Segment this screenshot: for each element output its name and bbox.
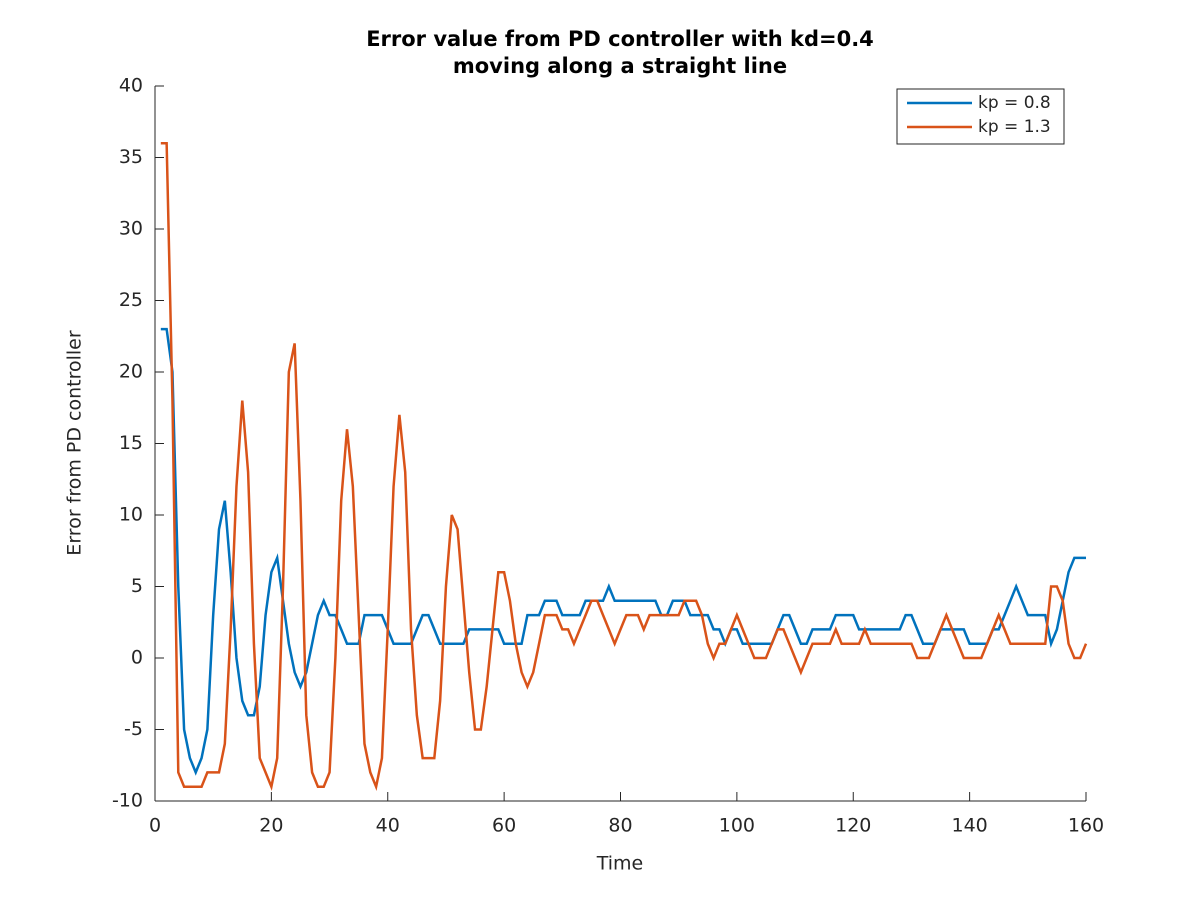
- x-tick-label: 0: [149, 815, 161, 837]
- legend-label: kp = 1.3: [978, 117, 1051, 137]
- x-tick-label: 120: [835, 815, 871, 837]
- x-tick-label: 60: [492, 815, 516, 837]
- y-tick-label: 20: [119, 361, 143, 383]
- y-tick-label: 40: [119, 75, 143, 97]
- x-tick-label: 160: [1068, 815, 1104, 837]
- legend-label: kp = 0.8: [978, 93, 1051, 113]
- y-axis-label: Error from PD controller: [64, 330, 86, 556]
- y-tick-label: 0: [131, 647, 143, 669]
- x-tick-label: 140: [951, 815, 987, 837]
- line-series: [160, 141, 1088, 792]
- y-tick-label: 25: [119, 289, 143, 311]
- y-tick-label: 30: [119, 218, 143, 240]
- x-tick-label: 100: [719, 815, 755, 837]
- y-tick-label: 5: [131, 575, 143, 597]
- chart-title: moving along a straight line: [453, 54, 787, 78]
- x-tick-label: 80: [608, 815, 632, 837]
- x-axis-label: Time: [596, 853, 644, 875]
- y-tick-label: -10: [112, 790, 143, 812]
- x-tick-label: 40: [376, 815, 400, 837]
- y-tick-label: -5: [124, 718, 143, 740]
- line-series: [160, 327, 1086, 776]
- legend-box: [896, 88, 1065, 145]
- chart-title: Error value from PD controller with kd=0…: [366, 27, 874, 51]
- x-tick-label: 20: [259, 815, 283, 837]
- y-tick-label: 10: [119, 504, 143, 526]
- y-tick-label: 15: [119, 432, 143, 454]
- y-tick-label: 35: [119, 146, 143, 168]
